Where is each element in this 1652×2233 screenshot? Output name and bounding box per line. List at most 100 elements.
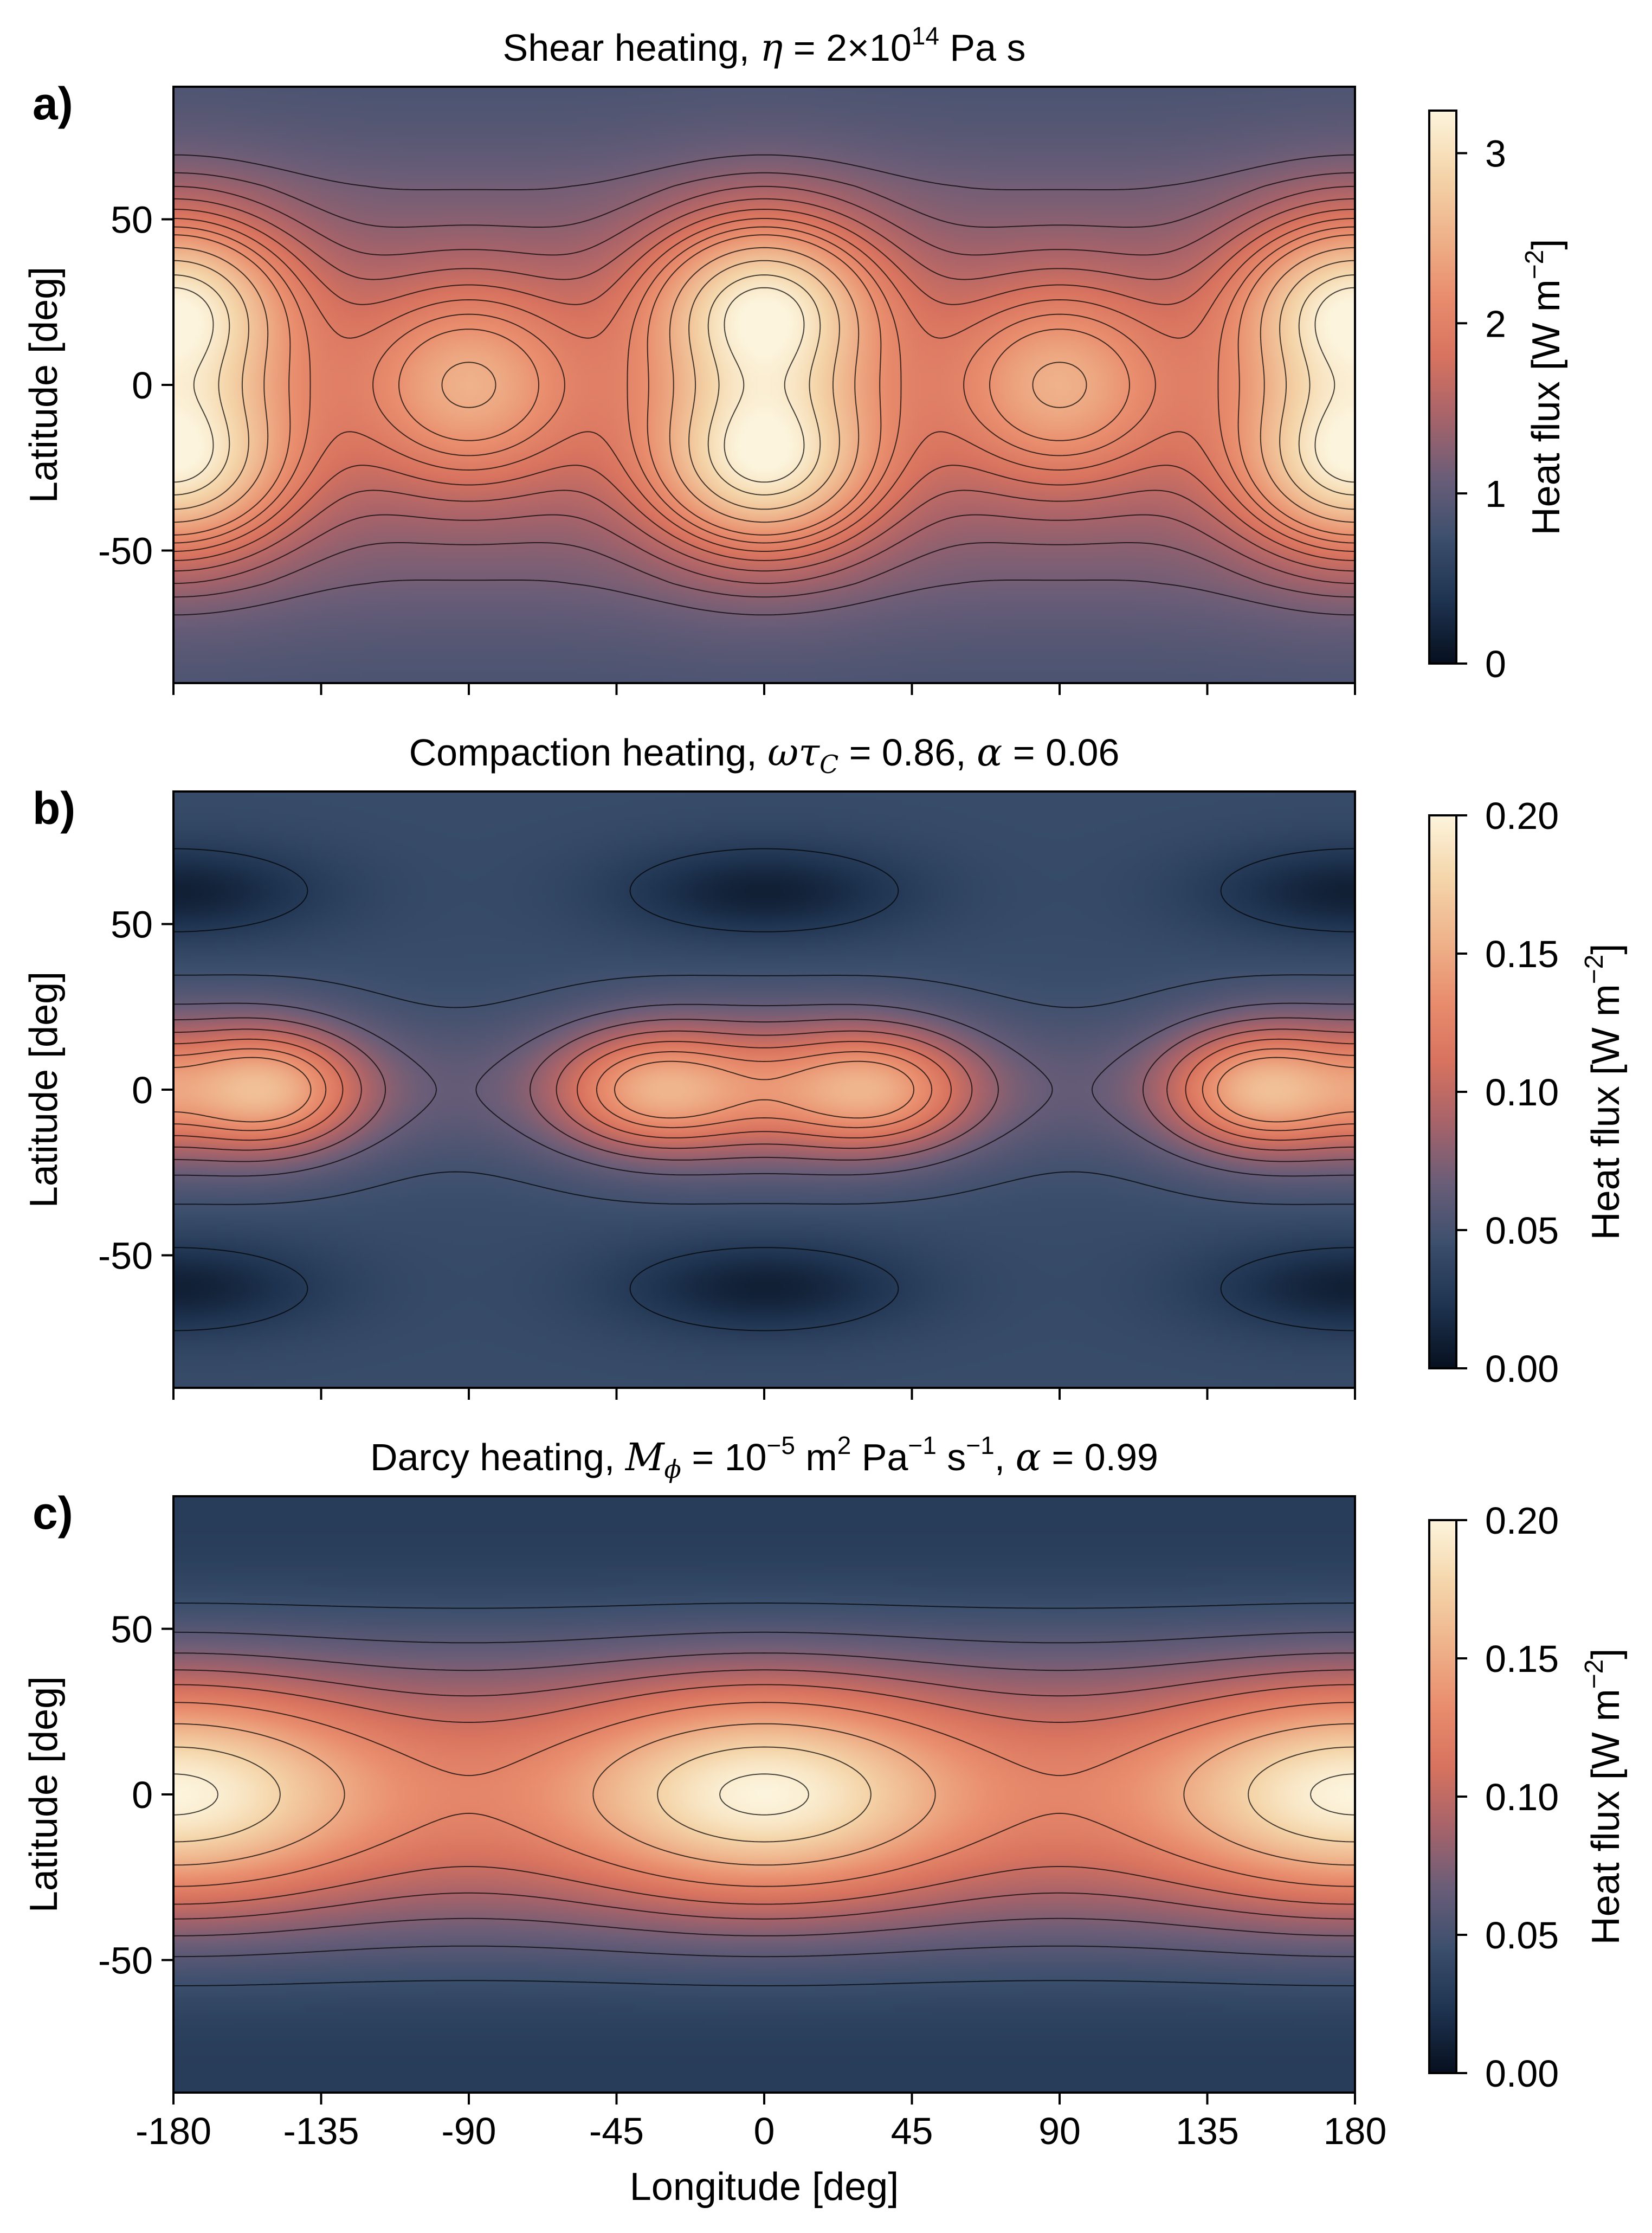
panel-a-colorbar-ticks: 0 1 2 3 <box>1456 132 1506 685</box>
panel-c-colorbar: 0.00 0.05 0.10 0.15 0.20 Heat flux [W m−2] <box>1428 1500 1628 2095</box>
panel-b-colorbar-tick-label-1: 0.05 <box>1485 1209 1559 1252</box>
panel-c-xtick-label-5: 45 <box>891 2110 933 2152</box>
panel-a: Shear heating, η = 2×1014 Pa s a) -50 0 50… <box>22 22 1568 695</box>
panel-c-yticks: -50 0 50 <box>98 1608 173 1982</box>
panel-c-contour-7 <box>173 1746 1356 1843</box>
panel-c-ylabel: Latitude [deg] <box>22 1676 66 1913</box>
panel-c-xtick-label-8: 180 <box>1324 2110 1387 2152</box>
panel-a-heatmap <box>173 87 1355 683</box>
panel-b-colorbar-tick-label-2: 0.10 <box>1485 1071 1559 1114</box>
panel-c-contour-3 <box>173 1669 1355 1920</box>
panel-b-contour-2 <box>173 1002 1356 1177</box>
panel-a-contour-8 <box>173 247 1356 523</box>
panel-a-colorbar-tick-label-2: 2 <box>1485 303 1506 345</box>
panel-c-heatmap <box>173 1496 1355 2093</box>
panel-a-contour-3 <box>173 198 1355 572</box>
panel-c-xlabel: Longitude [deg] <box>630 2165 899 2209</box>
panel-a-colorbar-gradient <box>1429 111 1456 664</box>
panel-b-contour-6 <box>173 1048 1356 1131</box>
panel-c-xtick-label-4: 0 <box>754 2110 775 2152</box>
panel-a-ytick-label-2: 50 <box>111 198 153 241</box>
panel-c-xticks: -180 -135 -90 -45 0 45 90 135 180 <box>135 2093 1386 2152</box>
panel-c-xtick-label-1: -135 <box>283 2110 359 2152</box>
panel-a-colorbar-label: Heat flux [W m−2] <box>1520 239 1568 536</box>
panel-b-contour-7 <box>173 1057 1356 1123</box>
panel-c-ytick-label-0: -50 <box>98 1940 153 1982</box>
panel-b-yticks: -50 0 50 <box>98 903 173 1277</box>
panel-a-contour-9 <box>173 260 1356 510</box>
panel-b: Compaction heating, ωτC = 0.86, α = 0.06… <box>22 730 1628 1400</box>
panel-c-contour-0 <box>173 1603 1355 1986</box>
panel-a-xticks <box>172 683 1356 695</box>
panel-a-contour-2 <box>173 185 1355 584</box>
panel-b-colorbar-tick-label-3: 0.15 <box>1485 933 1559 975</box>
panel-a-ytick-label-0: -50 <box>98 530 153 572</box>
panel-a-contour-0 <box>173 154 1355 616</box>
panel-b-colorbar-label: Heat flux [W m−2] <box>1580 944 1628 1240</box>
panel-a-colorbar-tick-label-0: 0 <box>1485 643 1506 685</box>
panel-c-colorbar-tick-label-0: 0.00 <box>1485 2052 1559 2095</box>
panel-b-contour-3 <box>173 1017 1355 1162</box>
panel-a-label: a) <box>33 78 73 129</box>
panel-c-colorbar-tick-label-1: 0.05 <box>1485 1914 1559 1957</box>
panel-a-contour-7 <box>173 234 1356 536</box>
panel-a-colorbar: 0 1 2 3 Heat flux [W m−2] <box>1428 110 1568 685</box>
panel-c-colorbar-tick-label-4: 0.20 <box>1485 1500 1559 1542</box>
panel-c-xtick-label-7: 135 <box>1176 2110 1239 2152</box>
panel-c-contour-1 <box>173 1631 1355 1958</box>
panel-c-contour-8 <box>173 1773 1356 1816</box>
panel-a-ytick-label-1: 0 <box>132 364 153 407</box>
panel-c-colorbar-tick-label-3: 0.15 <box>1485 1638 1559 1680</box>
panel-b-title: Compaction heating, ωτC = 0.86, α = 0.06 <box>409 730 1120 779</box>
panel-b-ytick-label-0: -50 <box>98 1235 153 1277</box>
panel-b-colorbar-tick-label-0: 0.00 <box>1485 1348 1559 1390</box>
panel-c-colorbar-gradient <box>1429 1520 1456 2073</box>
panel-c-contour-2 <box>173 1652 1356 1936</box>
panel-c-title: Darcy heating, Mϕ = 10−5 m2 Pa−1 s−1, α … <box>370 1431 1158 1484</box>
panel-a-contours <box>173 154 1356 616</box>
panel-c-ytick-label-2: 50 <box>111 1608 153 1650</box>
panel-b-colorbar: 0.00 0.05 0.10 0.15 0.20 Heat flux [W m−2] <box>1428 795 1628 1390</box>
panel-b-contour-1 <box>173 974 1355 1205</box>
panel-c-colorbar-label: Heat flux [W m−2] <box>1580 1649 1628 1945</box>
panel-c-xtick-label-0: -180 <box>135 2110 211 2152</box>
panel-a-contour-5 <box>173 218 1355 552</box>
panel-a-title: Shear heating, η = 2×1014 Pa s <box>503 22 1026 70</box>
panel-a-ylabel: Latitude [deg] <box>22 267 66 503</box>
panel-a-colorbar-tick-label-1: 1 <box>1485 473 1506 515</box>
panel-b-ytick-label-2: 50 <box>111 903 153 945</box>
panel-c-xtick-label-2: -90 <box>441 2110 496 2152</box>
panel-c-xtick-label-3: -45 <box>589 2110 644 2152</box>
panel-a-contour-4 <box>173 209 1356 561</box>
panel-c-contour-5 <box>173 1702 1356 1887</box>
panel-b-xticks <box>172 1388 1356 1400</box>
panel-b-colorbar-gradient <box>1429 815 1456 1368</box>
panel-b-ylabel: Latitude [deg] <box>22 971 66 1208</box>
panel-c-contour-6 <box>173 1723 1355 1866</box>
panel-c-colorbar-tick-label-2: 0.10 <box>1485 1776 1559 1818</box>
panel-c-contour-4 <box>173 1684 1355 1905</box>
panel-b-heatmap <box>173 791 1355 1388</box>
panel-b-contour-4 <box>173 1028 1356 1151</box>
panel-b-contours <box>173 848 1356 1331</box>
panel-a-yticks: -50 0 50 <box>98 198 173 572</box>
panel-b-label: b) <box>33 783 75 834</box>
panel-a-contour-10 <box>173 274 1356 495</box>
panel-c-contours <box>173 1603 1356 1986</box>
panel-b-contour-5 <box>173 1038 1355 1141</box>
panel-c: Darcy heating, Mϕ = 10−5 m2 Pa−1 s−1, α … <box>22 1431 1628 2209</box>
panel-a-contour-1 <box>173 172 1355 598</box>
panel-b-ytick-label-1: 0 <box>132 1069 153 1111</box>
panel-b-colorbar-ticks: 0.00 0.05 0.10 0.15 0.20 <box>1456 795 1559 1390</box>
panel-c-label: c) <box>33 1488 73 1539</box>
panel-a-contour-11 <box>173 287 1356 483</box>
panel-c-xtick-label-6: 90 <box>1038 2110 1081 2152</box>
panel-c-ytick-label-1: 0 <box>132 1774 153 1816</box>
panel-c-colorbar-ticks: 0.00 0.05 0.10 0.15 0.20 <box>1456 1500 1559 2095</box>
panel-b-contour-0 <box>173 848 1356 1331</box>
panel-a-colorbar-frame <box>1428 110 1457 665</box>
panel-b-colorbar-tick-label-4: 0.20 <box>1485 795 1559 837</box>
panel-a-colorbar-tick-label-3: 3 <box>1485 132 1506 175</box>
panel-a-contour-6 <box>173 226 1356 544</box>
